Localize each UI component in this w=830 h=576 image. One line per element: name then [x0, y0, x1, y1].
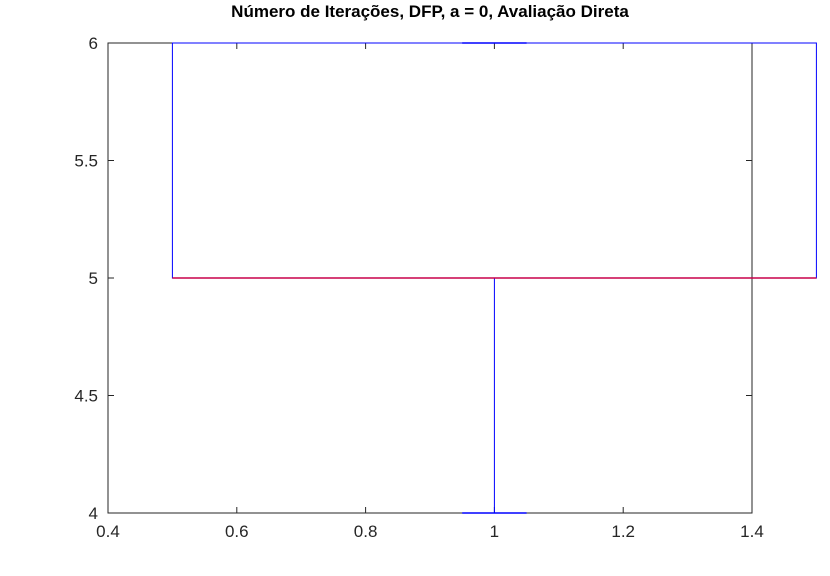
- plot-area: 0.4 0.6 0.8 1 1.2 1.4 4 4.5 5 5.5 6: [74, 34, 817, 541]
- chart-title: Número de Iterações, DFP, a = 0, Avaliaç…: [231, 2, 629, 21]
- x-tick-label: 1: [490, 522, 499, 541]
- x-tick-label: 0.6: [225, 522, 249, 541]
- y-tick-label: 4.5: [74, 387, 98, 406]
- y-tick-label: 5.5: [74, 152, 98, 171]
- x-tick-label: 0.4: [96, 522, 120, 541]
- iqr-box: [171, 42, 817, 279]
- y-tick-label: 6: [89, 34, 98, 53]
- y-tick-label: 4: [89, 504, 98, 523]
- x-tick-label: 0.8: [354, 522, 378, 541]
- x-tick-label: 1.4: [740, 522, 764, 541]
- y-tick-label: 5: [89, 269, 98, 288]
- x-tick-label: 1.2: [611, 522, 635, 541]
